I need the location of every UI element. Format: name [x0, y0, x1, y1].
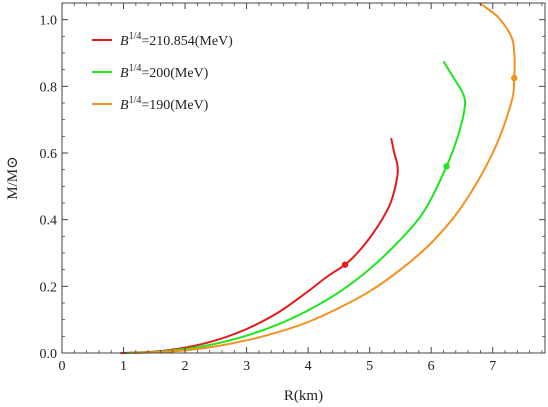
series-line-1 — [120, 137, 399, 354]
series-marker-1 — [341, 261, 349, 268]
legend-label-1: B1/4=210.854(MeV) — [120, 31, 233, 49]
x-tick-label: 5 — [366, 359, 373, 374]
x-tick-label: 2 — [182, 359, 189, 374]
x-tick-label: 6 — [428, 359, 435, 374]
x-tick-label: 4 — [305, 359, 312, 374]
legend-label-rest: =200(MeV) — [141, 66, 208, 81]
legend: B1/4=210.854(MeV)B1/4=200(MeV)B1/4=190(M… — [92, 31, 233, 113]
legend-label-rest: =210.854(MeV) — [141, 34, 233, 49]
legend-label-base: B — [120, 34, 129, 49]
x-tick-label: 1 — [120, 359, 127, 374]
series-line-3 — [129, 2, 516, 354]
x-tick-label: 0 — [59, 359, 66, 374]
series-layer — [120, 2, 516, 354]
series-marker-2 — [443, 163, 450, 170]
y-tick-label: 0.8 — [40, 80, 58, 95]
series-marker-3 — [511, 74, 518, 82]
legend-label-rest: =190(MeV) — [141, 98, 208, 113]
ticks-layer: 0 1 2 3 4 5 6 7 0.0 0.2 0.4 0.6 0.8 1.0 — [40, 2, 545, 374]
x-axis-label: R(km) — [284, 388, 323, 404]
x-tick-label: 3 — [243, 359, 250, 374]
y-axis-label: M/M⊙ — [5, 156, 21, 199]
series-line-2 — [126, 60, 467, 354]
y-tick-label: 0.6 — [40, 147, 58, 162]
x-tick-label: 7 — [489, 359, 496, 374]
y-tick-label: 0.0 — [40, 347, 58, 362]
plot-frame — [61, 2, 546, 354]
legend-label-base: B — [120, 98, 129, 113]
legend-label-base: B — [120, 66, 129, 81]
legend-label-sup: 1/4 — [129, 63, 142, 74]
marker-layer — [341, 74, 518, 268]
y-tick-label: 0.2 — [40, 280, 58, 295]
legend-label-sup: 1/4 — [129, 95, 142, 106]
legend-label-2: B1/4=200(MeV) — [120, 63, 209, 81]
legend-label-3: B1/4=190(MeV) — [120, 95, 209, 113]
legend-label-sup: 1/4 — [129, 31, 142, 42]
y-tick-label: 1.0 — [40, 14, 58, 29]
y-tick-label: 0.4 — [40, 214, 58, 229]
